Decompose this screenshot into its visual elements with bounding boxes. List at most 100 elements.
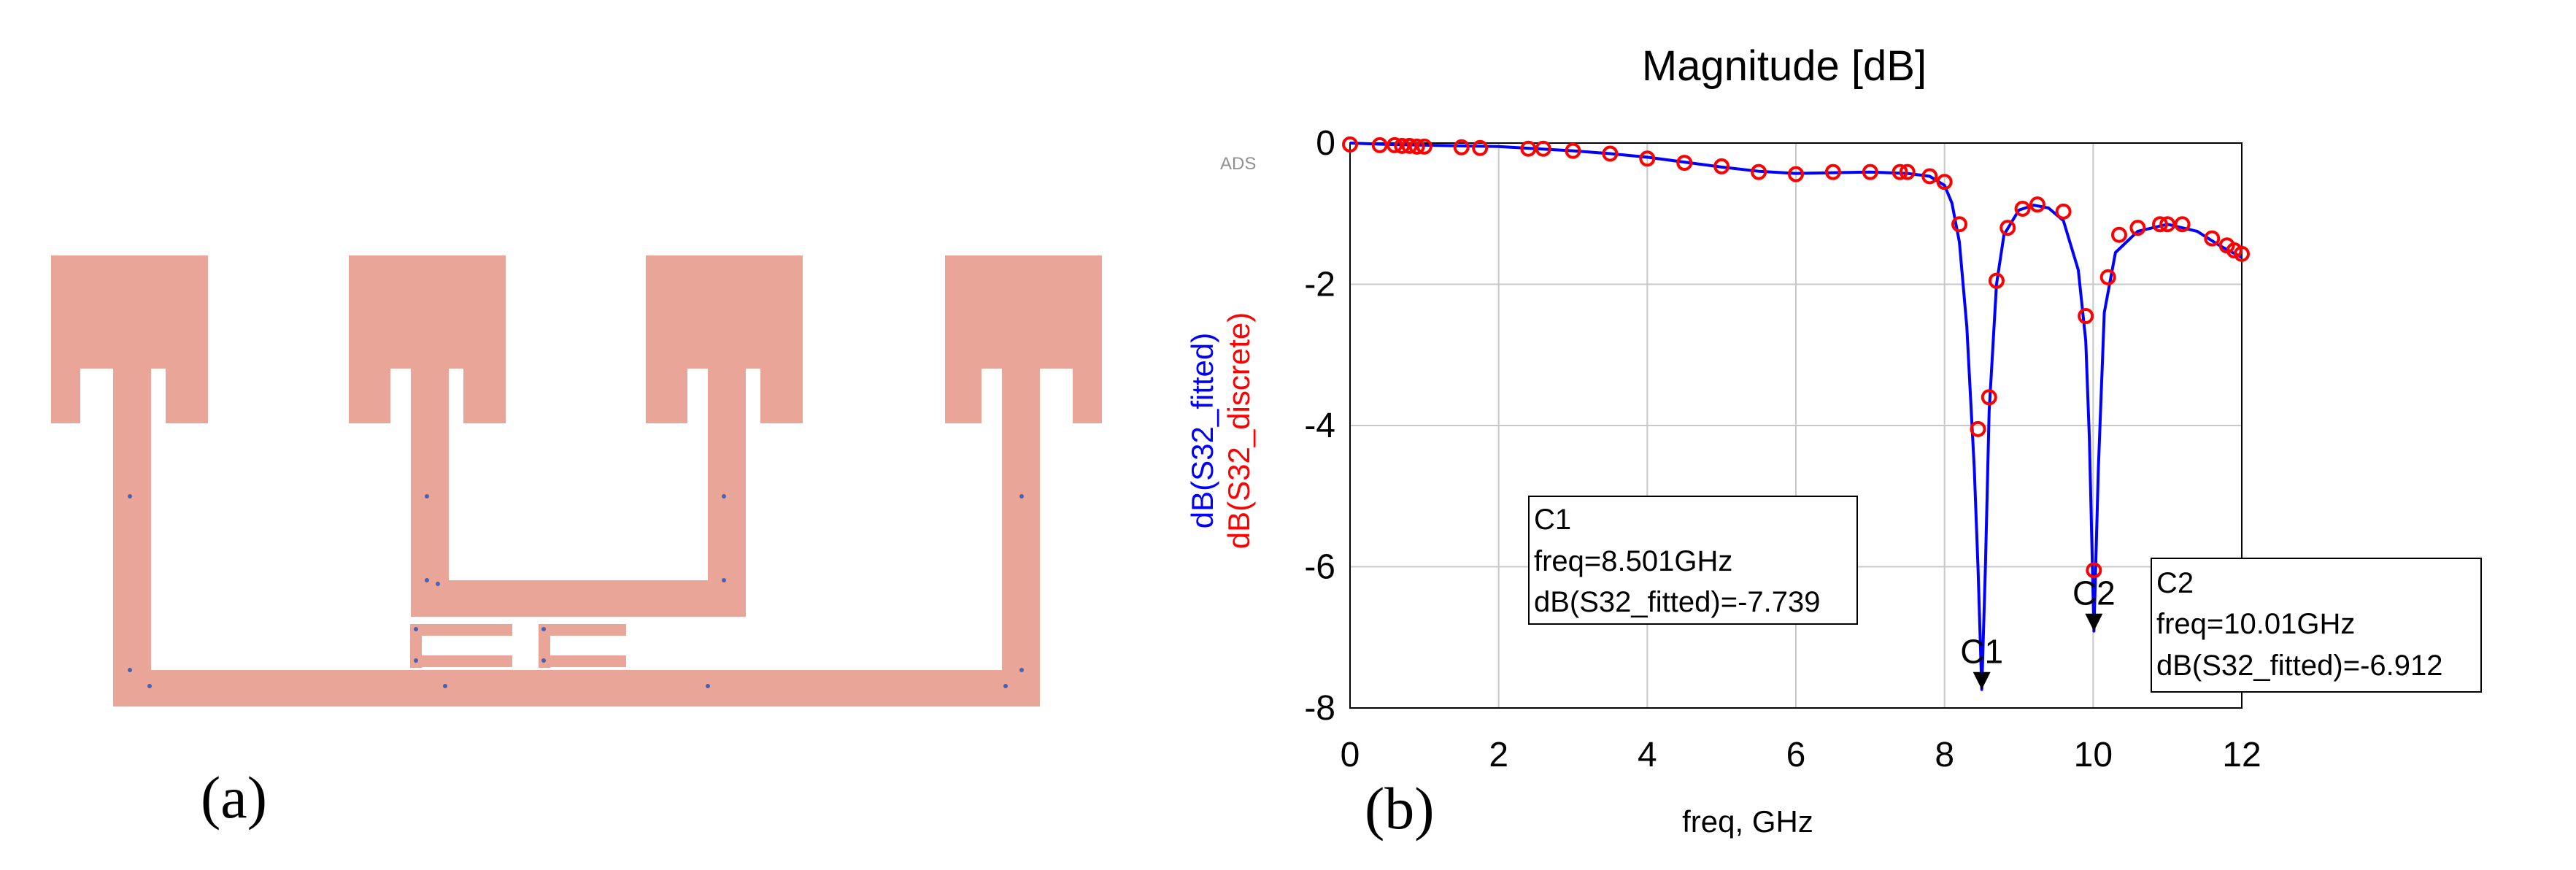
marker-arrow-c1 xyxy=(1973,671,1991,690)
x-tick-labels: 0 2 4 6 8 10 12 xyxy=(1341,736,2261,774)
marker-box-c1-line-2: freq=8.501GHz xyxy=(1534,545,1732,577)
x-tick-label: 6 xyxy=(1786,736,1806,774)
discrete-point xyxy=(1862,163,1878,180)
notch-1 xyxy=(151,369,166,423)
discrete-point xyxy=(1342,136,1358,153)
discrete-point xyxy=(2226,242,2243,259)
coupled-resonator-left xyxy=(410,624,512,668)
discrete-point xyxy=(1472,139,1489,156)
marker-box-c2-line-1: C2 xyxy=(2156,567,2194,599)
discrete-point xyxy=(1676,155,1693,172)
port-dot xyxy=(1019,668,1024,672)
y-tick-labels: 0 -2 -4 -6 -8 xyxy=(1304,124,1335,728)
discrete-point xyxy=(1639,150,1656,167)
port-dot xyxy=(436,582,440,586)
notch-3 xyxy=(449,369,463,423)
discrete-point xyxy=(2099,269,2116,285)
discrete-point xyxy=(1535,140,1551,157)
outer-left-arm xyxy=(113,365,151,707)
discrete-point xyxy=(1387,136,1403,153)
ads-watermark: ADS xyxy=(1220,154,1256,174)
discrete-point xyxy=(1602,145,1619,162)
outer-right-arm xyxy=(1002,365,1040,707)
port-dot xyxy=(541,627,546,631)
panel-b-label: (b) xyxy=(1365,775,1435,842)
discrete-point xyxy=(2000,220,2016,236)
discrete-point xyxy=(1751,163,1767,180)
notch-7 xyxy=(80,369,113,423)
discrete-point xyxy=(2055,203,2072,220)
marker-box-c2-line-2: freq=10.01GHz xyxy=(2156,608,2355,640)
discrete-point xyxy=(1401,137,1418,154)
outer-bottom-line xyxy=(113,670,1040,707)
discrete-point xyxy=(2078,308,2094,325)
discrete-point xyxy=(2159,216,2176,233)
y-tick-label: -2 xyxy=(1304,266,1335,304)
marker-layer: C1 C2 xyxy=(1960,574,2116,690)
discrete-point xyxy=(1788,166,1804,182)
discrete-point xyxy=(1713,158,1730,174)
x-axis-label: freq, GHz xyxy=(1682,804,1813,839)
port-dot xyxy=(414,658,418,663)
discrete-point xyxy=(1921,168,1938,185)
y-tick-label: 0 xyxy=(1316,124,1335,163)
port-dot xyxy=(722,578,726,582)
series-layer xyxy=(1342,136,2250,691)
discrete-point xyxy=(1970,420,1986,437)
x-tick-label: 2 xyxy=(1489,736,1508,774)
marker-box-c2-line-3: dB(S32_fitted)=-6.912 xyxy=(2156,650,2442,682)
x-tick-label: 10 xyxy=(2074,736,2113,774)
discrete-point xyxy=(1899,163,1916,180)
y-tick-label: -6 xyxy=(1304,548,1335,587)
marker-label-c1: C1 xyxy=(1960,633,2003,671)
discrete-point xyxy=(2151,216,2168,233)
discrete-point xyxy=(2110,226,2127,243)
y-tick-label: -8 xyxy=(1304,689,1335,728)
x-tick-label: 12 xyxy=(2222,736,2261,774)
marker-box-c1-line-3: dB(S32_fitted)=-7.739 xyxy=(1534,586,1820,618)
panel-a-label: (a) xyxy=(201,764,267,831)
port-dot xyxy=(1003,684,1008,688)
port-dot xyxy=(425,578,429,582)
marker-box-c2-frame xyxy=(2151,558,2482,693)
discrete-point xyxy=(2029,196,2045,213)
chart: Magnitude [dB] ADS 0 2 4 6 8 10 12 0 -2 -4 -6 -8 f… xyxy=(1185,42,2261,839)
plot-area-border xyxy=(1349,142,2243,709)
discrete-point xyxy=(1891,163,1908,180)
x-tick-label: 8 xyxy=(1935,736,1954,774)
chart-title: Magnitude [dB] xyxy=(1642,42,1927,90)
discrete-point xyxy=(1408,138,1425,155)
discrete-point xyxy=(1394,137,1411,154)
port-dot xyxy=(128,668,132,672)
y-tick-label: -4 xyxy=(1304,407,1335,445)
notch-2 xyxy=(390,369,411,423)
notch-8 xyxy=(1040,369,1073,423)
discrete-point xyxy=(1824,163,1841,180)
inner-right-arm xyxy=(708,365,746,617)
port-dot xyxy=(147,684,152,688)
notch-6 xyxy=(982,369,1002,423)
port-dot xyxy=(706,684,710,688)
discrete-point xyxy=(1453,139,1470,155)
discrete-point xyxy=(2204,230,2221,247)
port-dot xyxy=(414,627,418,631)
discrete-point xyxy=(2129,220,2146,236)
marker-arrow-c2 xyxy=(2085,613,2103,631)
inner-bottom-line xyxy=(411,580,746,617)
layout-diagram xyxy=(51,255,1102,707)
coupled-resonator-right xyxy=(539,624,626,668)
discrete-point xyxy=(2086,562,2102,579)
discrete-point xyxy=(2014,200,2031,217)
y-axis-label-fitted: dB(S32_fitted) xyxy=(1185,333,1219,529)
discrete-point xyxy=(1565,142,1581,159)
marker-box-c2: C2 freq=10.01GHz dB(S32_fitted)=-6.912 xyxy=(2151,558,2482,693)
marker-box-c1: C1 freq=8.501GHz dB(S32_fitted)=-7.739 xyxy=(1528,496,1858,625)
marker-box-c1-line-1: C1 xyxy=(1534,504,1571,536)
discrete-point xyxy=(1416,138,1432,155)
discrete-point xyxy=(1981,389,1997,406)
port-dot xyxy=(425,494,429,498)
y-axis-label-discrete: dB(S32_discrete) xyxy=(1222,312,1256,550)
port-dots xyxy=(128,494,1024,688)
discrete-point xyxy=(2174,216,2191,233)
